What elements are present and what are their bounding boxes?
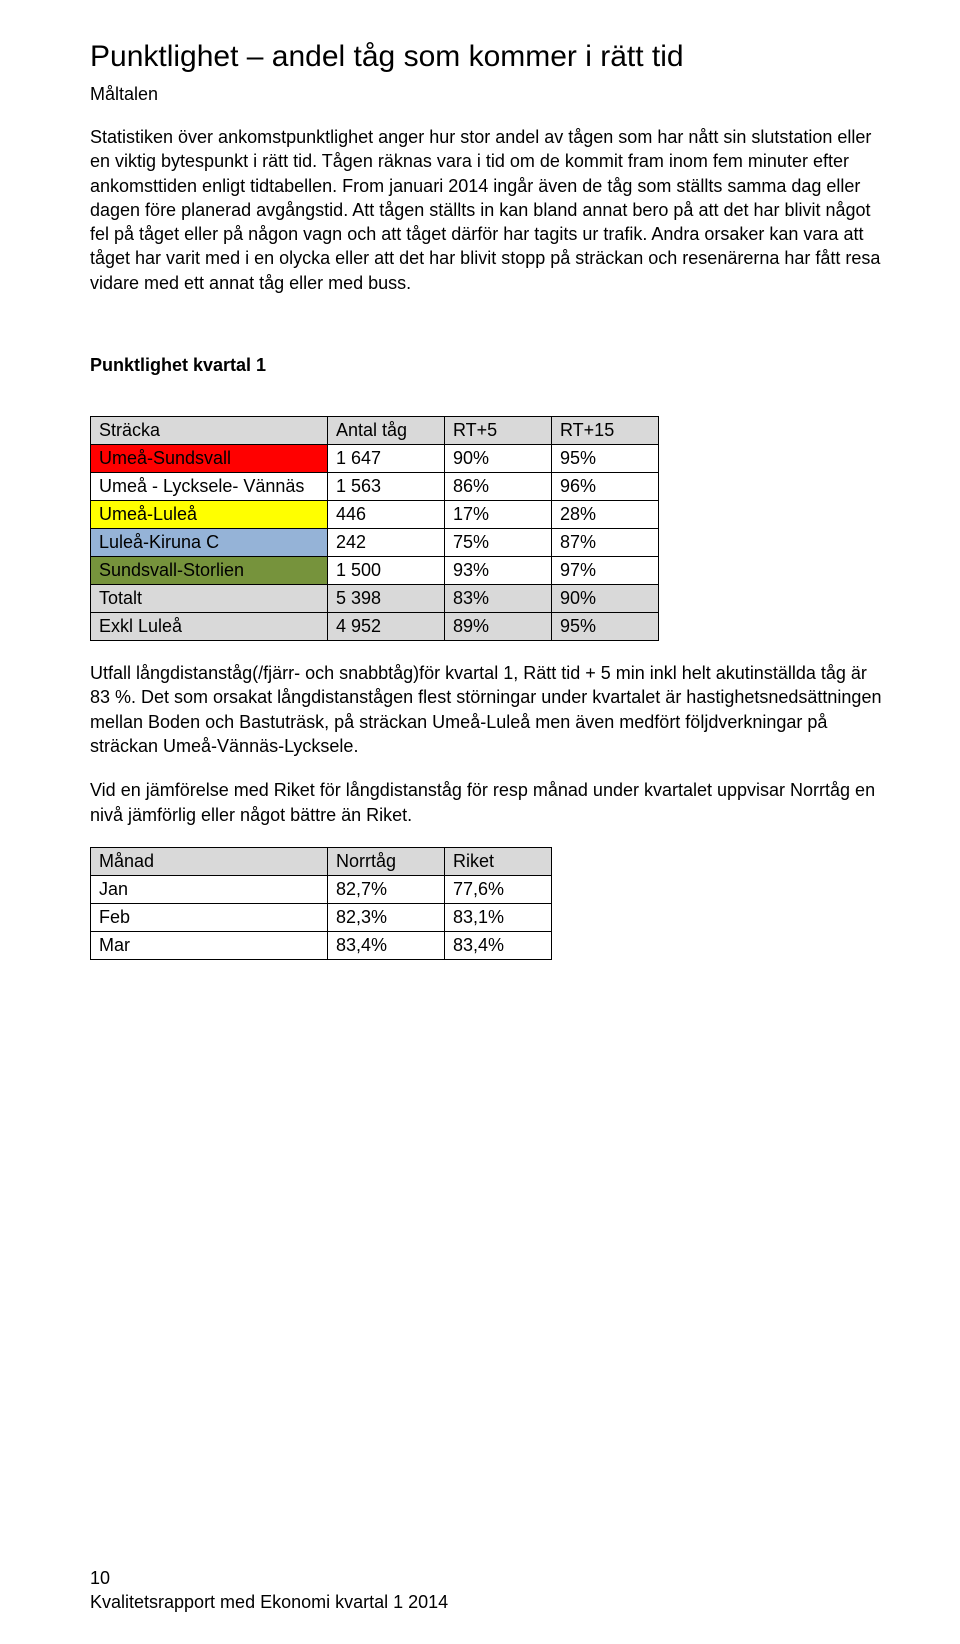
- table-cell: 1 647: [328, 445, 445, 473]
- table-row: Luleå-Kiruna C24275%87%: [91, 529, 659, 557]
- page-subtitle: Måltalen: [90, 84, 890, 105]
- table-cell: 242: [328, 529, 445, 557]
- table-cell: 75%: [445, 529, 552, 557]
- table-cell: 1 500: [328, 557, 445, 585]
- table-header-cell: RT+5: [445, 417, 552, 445]
- table-cell: 97%: [552, 557, 659, 585]
- table-cell: 95%: [552, 613, 659, 641]
- table-row: Sundsvall-Storlien1 50093%97%: [91, 557, 659, 585]
- table-cell: 96%: [552, 473, 659, 501]
- table-row: Jan82,7%77,6%: [91, 875, 552, 903]
- table-cell: 4 952: [328, 613, 445, 641]
- table-header-cell: Riket: [445, 847, 552, 875]
- table-cell: 86%: [445, 473, 552, 501]
- table-header-cell: Sträcka: [91, 417, 328, 445]
- table-header-cell: Antal tåg: [328, 417, 445, 445]
- table-header-cell: RT+15: [552, 417, 659, 445]
- table-header-row: SträckaAntal tågRT+5RT+15: [91, 417, 659, 445]
- month-comparison-table: MånadNorrtågRiketJan82,7%77,6%Feb82,3%83…: [90, 847, 552, 960]
- page-container: Punktlighet – andel tåg som kommer i rät…: [0, 0, 960, 1644]
- table-cell: 83,1%: [445, 903, 552, 931]
- table-cell: 89%: [445, 613, 552, 641]
- table-header-row: MånadNorrtågRiket: [91, 847, 552, 875]
- table-row: Mar83,4%83,4%: [91, 931, 552, 959]
- table-cell: Exkl Luleå: [91, 613, 328, 641]
- paragraph-jamforelse: Vid en jämförelse med Riket för långdist…: [90, 778, 890, 827]
- table-cell: 446: [328, 501, 445, 529]
- section-heading: Punktlighet kvartal 1: [90, 355, 890, 376]
- table-row: Umeå-Luleå44617%28%: [91, 501, 659, 529]
- table-cell: 90%: [552, 585, 659, 613]
- table-cell: 82,7%: [328, 875, 445, 903]
- table-cell: Umeå-Luleå: [91, 501, 328, 529]
- table-cell: 93%: [445, 557, 552, 585]
- page-title: Punktlighet – andel tåg som kommer i rät…: [90, 40, 890, 74]
- table-cell: Jan: [91, 875, 328, 903]
- table-cell: Sundsvall-Storlien: [91, 557, 328, 585]
- table-cell: 83,4%: [328, 931, 445, 959]
- table-cell: 28%: [552, 501, 659, 529]
- table-cell: 77,6%: [445, 875, 552, 903]
- table-row: Feb82,3%83,1%: [91, 903, 552, 931]
- paragraph-utfall: Utfall långdistanståg(/fjärr- och snabbt…: [90, 661, 890, 758]
- table-header-cell: Norrtåg: [328, 847, 445, 875]
- table-header-cell: Månad: [91, 847, 328, 875]
- footer-report-title: Kvalitetsrapport med Ekonomi kvartal 1 2…: [90, 1591, 448, 1614]
- paragraph-intro: Statistiken över ankomstpunktlighet ange…: [90, 125, 890, 295]
- table-row: Umeå-Sundsvall1 64790%95%: [91, 445, 659, 473]
- punctuality-table: SträckaAntal tågRT+5RT+15Umeå-Sundsvall1…: [90, 416, 659, 641]
- table-cell: Luleå-Kiruna C: [91, 529, 328, 557]
- table-cell: 90%: [445, 445, 552, 473]
- table-cell: 1 563: [328, 473, 445, 501]
- table-cell: Umeå - Lycksele- Vännäs: [91, 473, 328, 501]
- table-cell: 17%: [445, 501, 552, 529]
- table-row: Umeå - Lycksele- Vännäs1 56386%96%: [91, 473, 659, 501]
- footer-page-number: 10: [90, 1567, 448, 1590]
- page-footer: 10 Kvalitetsrapport med Ekonomi kvartal …: [90, 1567, 448, 1614]
- table-cell: 83,4%: [445, 931, 552, 959]
- table-row: Totalt5 39883%90%: [91, 585, 659, 613]
- table-cell: Totalt: [91, 585, 328, 613]
- table-cell: 87%: [552, 529, 659, 557]
- table-cell: 5 398: [328, 585, 445, 613]
- table-cell: Mar: [91, 931, 328, 959]
- table-row: Exkl Luleå4 95289%95%: [91, 613, 659, 641]
- table-cell: Feb: [91, 903, 328, 931]
- table-cell: Umeå-Sundsvall: [91, 445, 328, 473]
- table-cell: 83%: [445, 585, 552, 613]
- table-cell: 95%: [552, 445, 659, 473]
- table-cell: 82,3%: [328, 903, 445, 931]
